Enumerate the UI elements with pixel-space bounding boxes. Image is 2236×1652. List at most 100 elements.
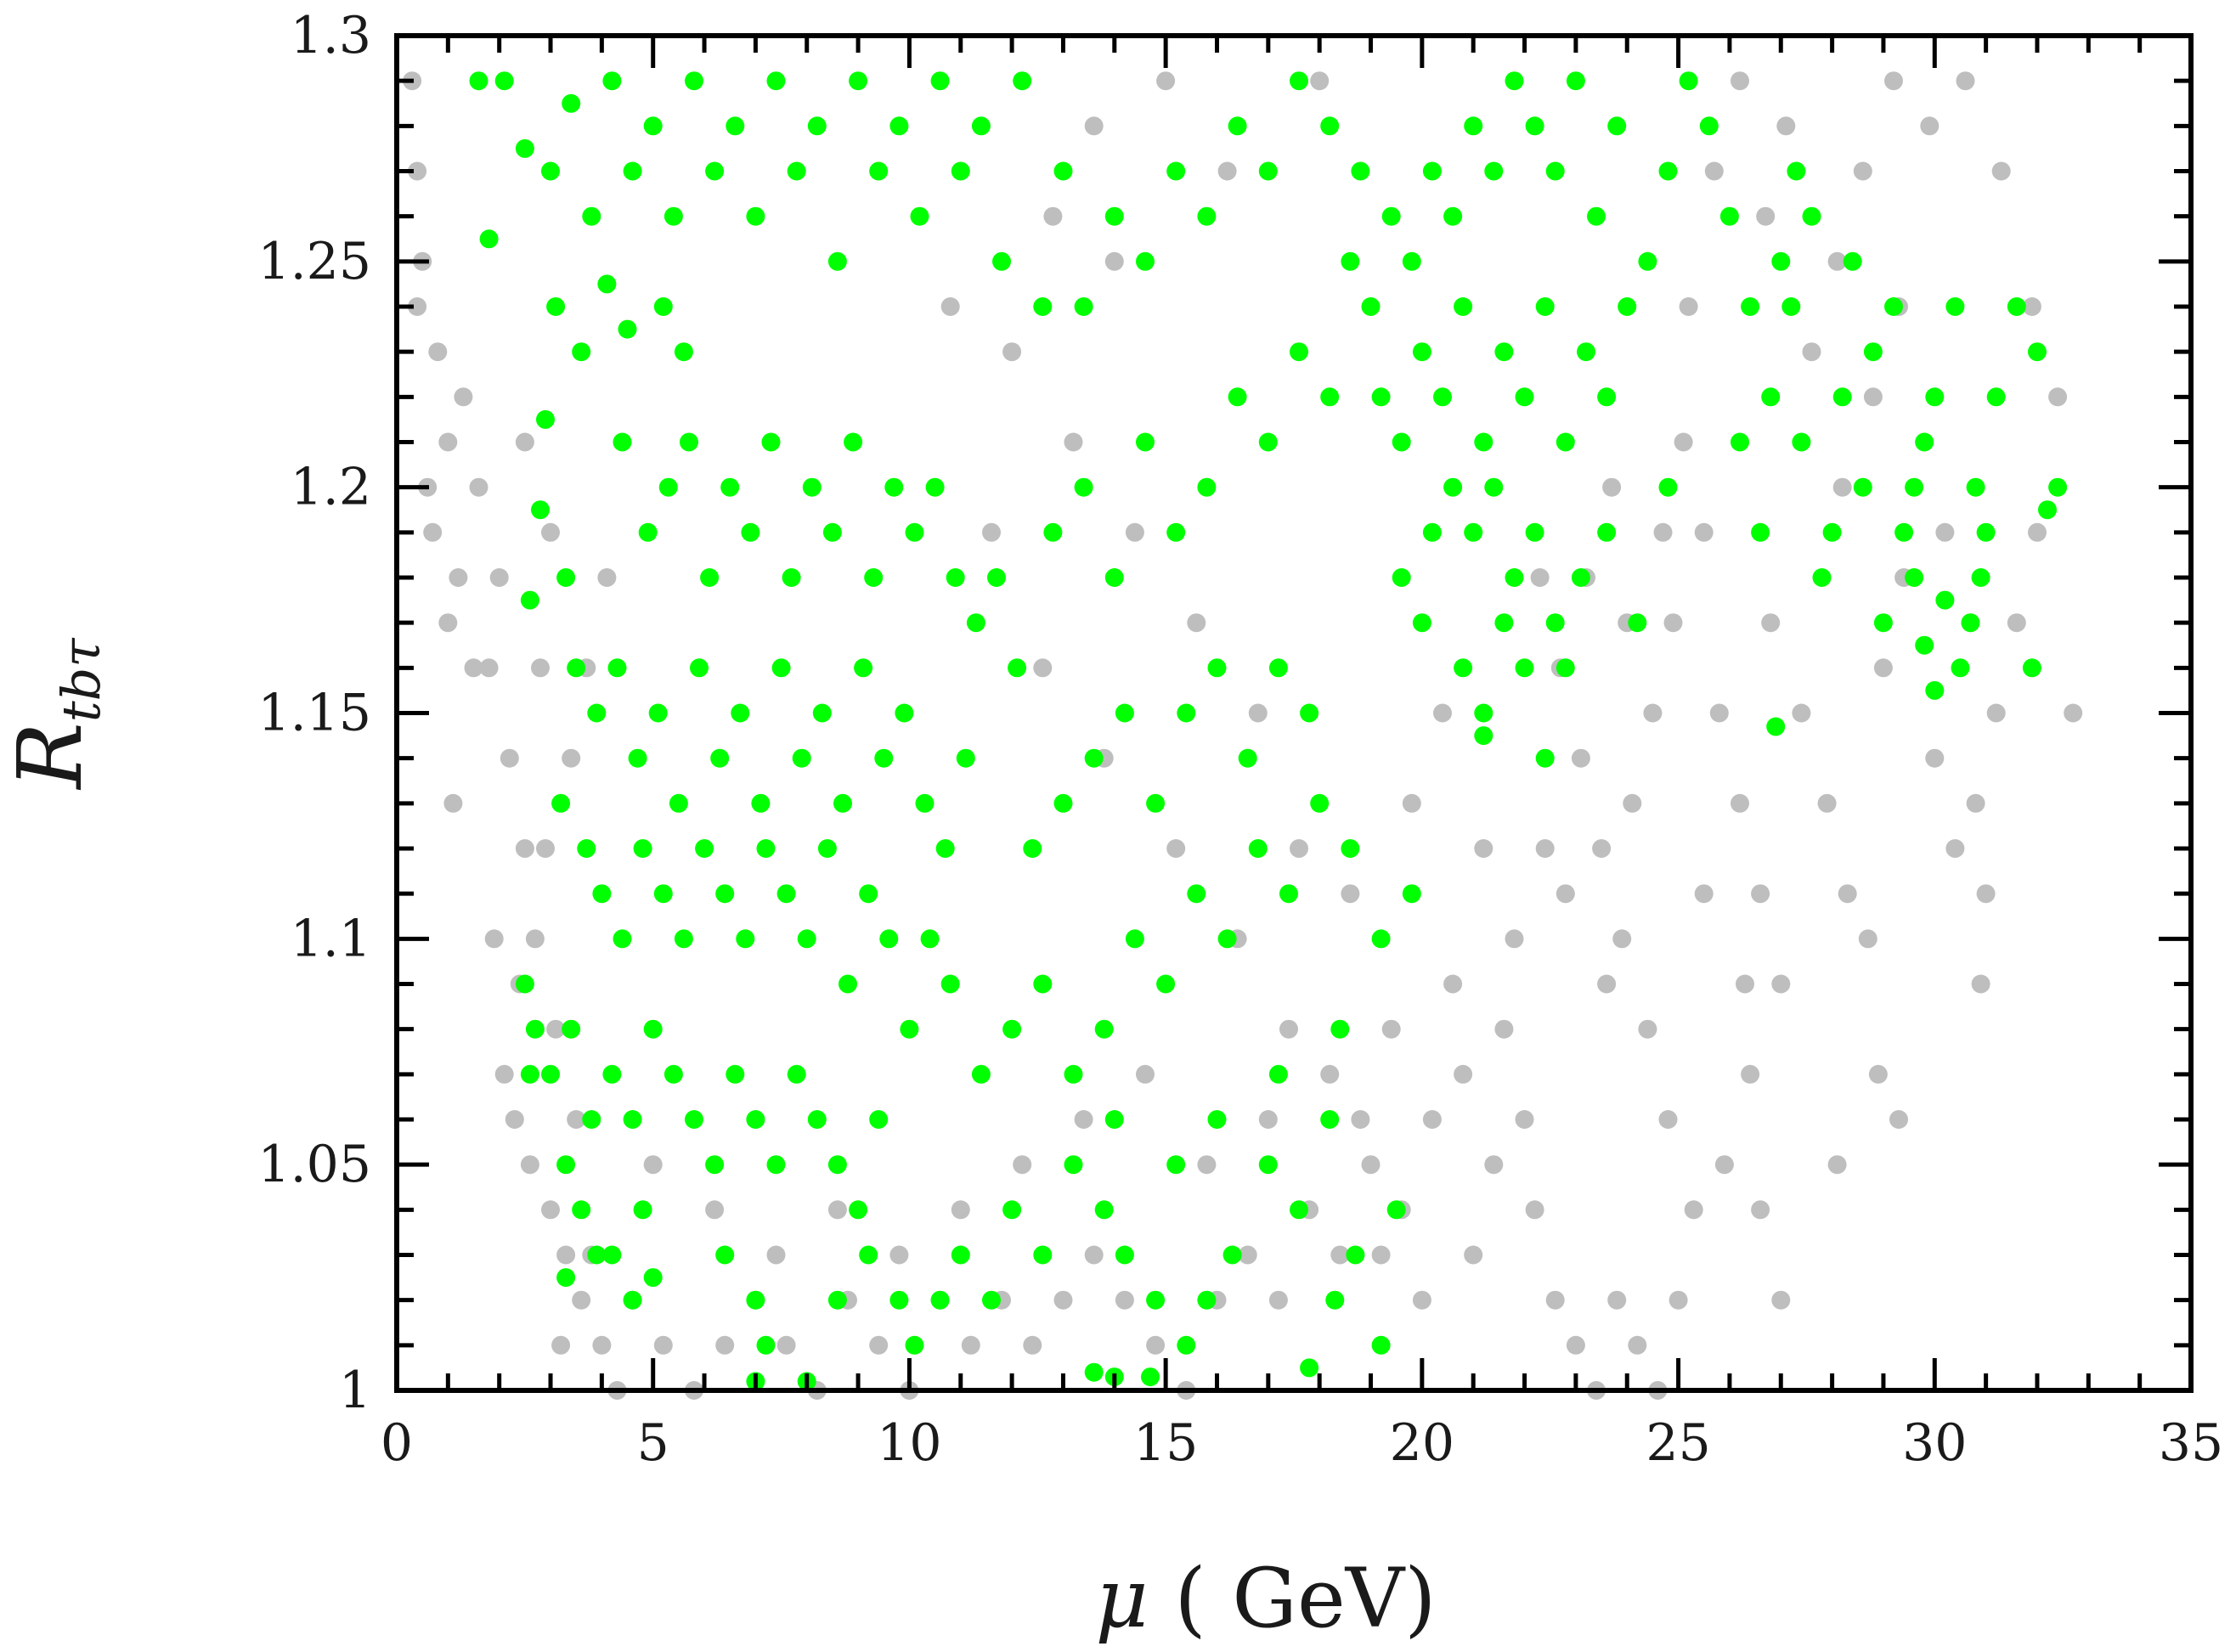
green-data-point — [602, 1245, 622, 1265]
green-data-point — [1392, 568, 1411, 587]
gray-data-point — [705, 1200, 725, 1220]
green-data-point — [1771, 251, 1791, 271]
green-data-point — [592, 884, 612, 904]
green-data-point — [1884, 297, 1903, 316]
gray-data-point — [1653, 522, 1673, 542]
green-data-point — [638, 522, 658, 542]
gray-data-point — [776, 1335, 796, 1355]
gray-data-point — [653, 1335, 673, 1355]
green-data-point — [1699, 116, 1719, 136]
gray-data-point — [592, 1335, 612, 1355]
green-data-point — [1146, 793, 1166, 813]
gray-data-point — [1361, 1155, 1381, 1175]
green-data-point — [1053, 161, 1073, 181]
green-data-point — [2028, 342, 2047, 362]
green-data-point — [1094, 1200, 1114, 1220]
gray-data-point — [643, 1155, 663, 1175]
gray-data-point — [1920, 116, 1940, 136]
green-data-point — [1412, 342, 1431, 362]
green-data-point — [879, 929, 899, 949]
green-data-point — [562, 93, 581, 113]
gray-data-point — [1197, 1155, 1217, 1175]
green-data-point — [1320, 1110, 1340, 1129]
gray-data-point — [1402, 793, 1421, 813]
green-data-point — [633, 1200, 652, 1220]
green-data-point — [628, 748, 647, 768]
green-data-point — [869, 1110, 889, 1129]
green-data-point — [1535, 748, 1555, 768]
x-tick-label: 10 — [877, 1413, 941, 1473]
green-data-point — [1484, 161, 1504, 181]
gray-data-point — [1658, 1110, 1678, 1129]
gray-data-point — [494, 1064, 514, 1084]
gray-data-point — [1731, 71, 1749, 91]
gray-data-point — [1290, 839, 1308, 858]
gray-data-point — [1535, 839, 1555, 858]
green-data-point — [1474, 726, 1493, 746]
green-data-point — [710, 748, 730, 768]
gray-data-point — [1925, 748, 1945, 768]
gray-data-point — [562, 748, 581, 768]
green-data-point — [572, 1200, 591, 1220]
green-data-point — [1197, 1290, 1217, 1310]
gray-data-point — [572, 1290, 591, 1310]
green-data-point — [859, 1245, 878, 1265]
green-data-point — [715, 1245, 735, 1265]
green-data-point — [1761, 387, 1781, 407]
green-data-point — [1422, 522, 1442, 542]
green-data-point — [746, 206, 765, 226]
gray-data-point — [1771, 974, 1791, 994]
green-data-point — [1535, 297, 1555, 316]
green-data-point — [1290, 342, 1308, 362]
green-data-point — [1104, 568, 1124, 587]
gray-data-point — [1217, 161, 1237, 181]
green-data-point — [1228, 116, 1247, 136]
gray-data-point — [1330, 1245, 1350, 1265]
gray-data-point — [423, 522, 443, 542]
green-data-point — [1853, 477, 1872, 497]
green-data-point — [556, 1268, 576, 1288]
green-data-point — [1474, 703, 1493, 723]
green-data-point — [1433, 387, 1452, 407]
green-data-point — [720, 477, 740, 497]
green-data-point — [633, 839, 652, 858]
gray-data-point — [1714, 1155, 1734, 1175]
green-data-point — [602, 71, 622, 91]
green-data-point — [2048, 477, 2068, 497]
green-data-point — [889, 116, 909, 136]
green-data-point — [1515, 387, 1534, 407]
green-data-point — [1166, 161, 1186, 181]
gray-data-point — [961, 1335, 980, 1355]
gray-data-point — [1043, 206, 1063, 226]
green-data-point — [812, 703, 832, 723]
gray-data-point — [1084, 1245, 1104, 1265]
gray-data-point — [1976, 884, 1996, 904]
green-data-point — [520, 1064, 539, 1084]
gray-data-point — [1187, 613, 1206, 633]
gray-data-point — [541, 522, 560, 542]
green-data-point — [1033, 1245, 1053, 1265]
green-data-point — [582, 206, 601, 226]
green-data-point — [1141, 1367, 1160, 1387]
y-tick-label: 1.1 — [291, 909, 371, 968]
gray-data-point — [951, 1200, 970, 1220]
green-data-point — [1571, 568, 1590, 587]
green-data-point — [1320, 387, 1340, 407]
green-data-point — [1207, 658, 1227, 678]
gray-data-point — [1889, 1110, 1908, 1129]
green-data-point — [607, 658, 627, 678]
gray-data-point — [2064, 703, 2083, 723]
green-data-point — [807, 116, 827, 136]
green-data-point — [1658, 161, 1678, 181]
green-data-point — [2022, 658, 2041, 678]
green-data-point — [1719, 206, 1739, 226]
green-data-point — [1074, 297, 1093, 316]
green-data-point — [1556, 432, 1575, 452]
gray-data-point — [1704, 161, 1724, 181]
gray-data-point — [1761, 613, 1781, 633]
gray-data-point — [1592, 839, 1612, 858]
gray-data-point — [1545, 1290, 1565, 1310]
green-data-point — [1658, 477, 1678, 497]
green-data-point — [802, 477, 822, 497]
green-data-point — [1781, 297, 1801, 316]
